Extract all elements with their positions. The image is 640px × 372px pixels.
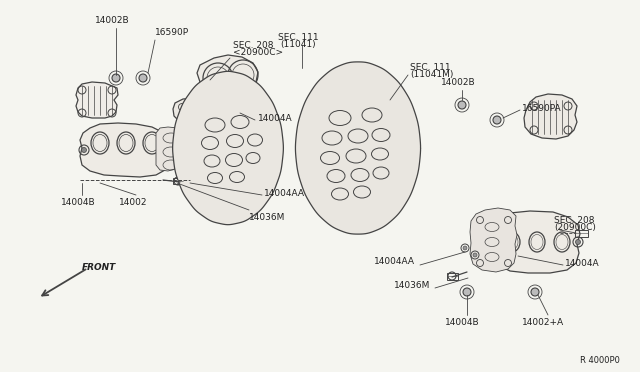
Polygon shape: [156, 127, 185, 171]
Circle shape: [463, 288, 471, 296]
Polygon shape: [489, 211, 580, 273]
Circle shape: [490, 240, 495, 244]
Polygon shape: [524, 94, 577, 139]
Polygon shape: [76, 82, 118, 118]
Text: 16590PA: 16590PA: [522, 103, 562, 112]
Text: 16590P: 16590P: [155, 28, 189, 37]
Text: (11041): (11041): [280, 40, 316, 49]
Polygon shape: [196, 55, 260, 120]
Text: 14004B: 14004B: [61, 198, 95, 207]
Circle shape: [166, 148, 170, 153]
Text: 14004B: 14004B: [445, 318, 479, 327]
Circle shape: [81, 148, 86, 153]
Text: 14004AA: 14004AA: [264, 189, 305, 198]
Circle shape: [463, 246, 467, 250]
Text: SEC. 208: SEC. 208: [554, 216, 595, 225]
Polygon shape: [470, 208, 517, 272]
Circle shape: [139, 74, 147, 82]
Polygon shape: [173, 71, 284, 225]
Polygon shape: [173, 98, 213, 123]
Circle shape: [575, 240, 580, 244]
Circle shape: [531, 288, 539, 296]
Polygon shape: [80, 123, 170, 177]
Text: SEC. 208: SEC. 208: [233, 41, 273, 50]
Text: SEC. 111: SEC. 111: [278, 33, 318, 42]
Text: 14004A: 14004A: [258, 113, 292, 122]
Text: 14002B: 14002B: [95, 16, 129, 25]
Text: 14036M: 14036M: [249, 213, 285, 222]
Text: (11041M): (11041M): [410, 70, 453, 79]
Text: R 4000P0: R 4000P0: [580, 356, 620, 365]
Text: SEC. 111: SEC. 111: [410, 63, 451, 72]
Text: (20900C): (20900C): [554, 223, 596, 232]
Text: <20900C>: <20900C>: [233, 48, 283, 57]
Circle shape: [493, 116, 501, 124]
Text: FRONT: FRONT: [82, 263, 116, 272]
Circle shape: [112, 74, 120, 82]
Polygon shape: [296, 62, 420, 234]
Text: 14002+A: 14002+A: [522, 318, 564, 327]
Text: 14004AA: 14004AA: [374, 257, 415, 266]
Circle shape: [458, 101, 466, 109]
Text: 14004A: 14004A: [565, 259, 600, 267]
Circle shape: [473, 253, 477, 257]
Text: 14002B: 14002B: [441, 78, 476, 87]
Text: 14002: 14002: [119, 198, 147, 207]
Text: 14036M: 14036M: [394, 280, 430, 289]
